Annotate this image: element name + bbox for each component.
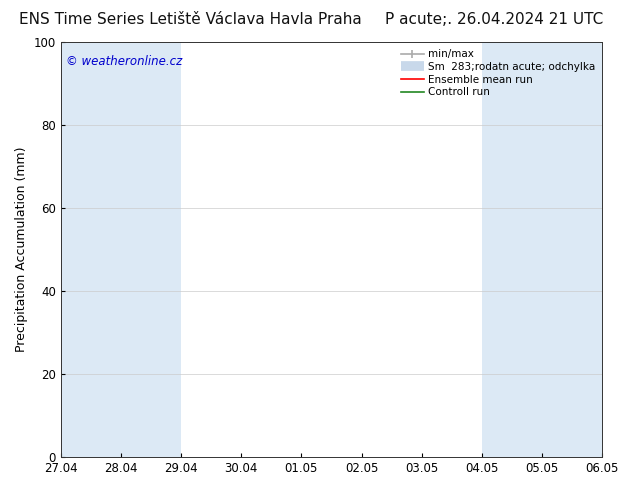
Text: ENS Time Series Letiště Václava Havla Praha: ENS Time Series Letiště Václava Havla Pr… — [19, 12, 361, 27]
Bar — [482, 42, 542, 457]
Text: © weatheronline.cz: © weatheronline.cz — [66, 54, 183, 68]
Bar — [542, 42, 602, 457]
Bar — [602, 42, 632, 457]
Text: P acute;. 26.04.2024 21 UTC: P acute;. 26.04.2024 21 UTC — [385, 12, 604, 27]
Legend: min/max, Sm  283;rodatn acute; odchylka, Ensemble mean run, Controll run: min/max, Sm 283;rodatn acute; odchylka, … — [396, 45, 599, 101]
Y-axis label: Precipitation Accumulation (mm): Precipitation Accumulation (mm) — [15, 147, 28, 352]
Bar — [61, 42, 121, 457]
Bar — [121, 42, 181, 457]
